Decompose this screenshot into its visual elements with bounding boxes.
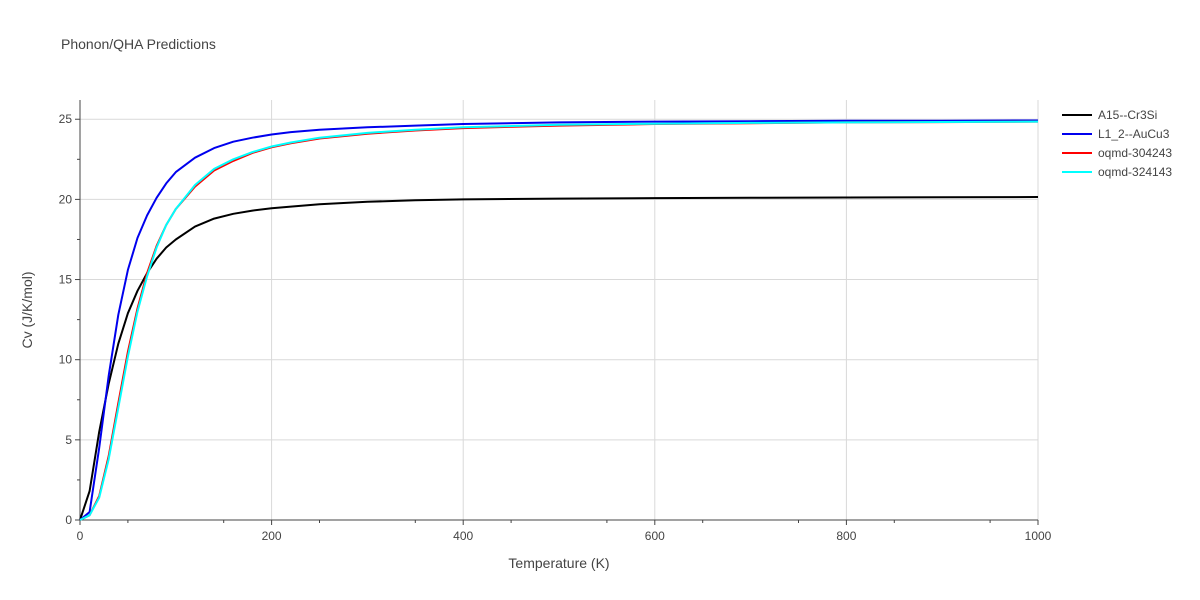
y-tick-label: 10 — [59, 353, 73, 367]
series-lines — [79, 119, 1039, 521]
y-tick-label: 25 — [59, 112, 73, 126]
series-line-oqmd-324143 — [79, 120, 1039, 521]
series-line-oqmd-304243 — [79, 120, 1039, 521]
chart-title: Phonon/QHA Predictions — [61, 36, 216, 52]
y-axis-title: Cv (J/K/mol) — [19, 272, 35, 349]
legend-item[interactable]: oqmd-324143 — [1062, 165, 1172, 179]
axes — [75, 100, 1039, 525]
legend-label: oqmd-324143 — [1098, 165, 1172, 179]
y-tick-label: 20 — [59, 192, 73, 206]
y-tick-label: 0 — [65, 513, 72, 527]
x-tick-label: 1000 — [1025, 529, 1052, 543]
tick-labels: 0 200 400 600 800 1000 0 5 10 15 20 25 — [59, 112, 1052, 543]
legend[interactable]: A15--Cr3Si L1_2--AuCu3 oqmd-304243 oqmd-324… — [1062, 108, 1172, 179]
x-axis-title: Temperature (K) — [508, 555, 609, 571]
y-tick-label: 5 — [65, 433, 72, 447]
x-tick-label: 800 — [836, 529, 856, 543]
legend-item[interactable]: oqmd-304243 — [1062, 146, 1172, 160]
legend-item[interactable]: A15--Cr3Si — [1062, 108, 1157, 122]
legend-item[interactable]: L1_2--AuCu3 — [1062, 127, 1170, 141]
legend-label: oqmd-304243 — [1098, 146, 1172, 160]
legend-label: A15--Cr3Si — [1098, 108, 1157, 122]
y-tick-label: 15 — [59, 273, 73, 287]
series-line-l1-2-aucu3 — [79, 119, 1039, 521]
legend-label: L1_2--AuCu3 — [1098, 127, 1170, 141]
x-tick-label: 0 — [77, 529, 84, 543]
x-tick-label: 200 — [262, 529, 282, 543]
x-tick-label: 600 — [645, 529, 665, 543]
series-line-a15-cr3si — [79, 196, 1039, 521]
x-tick-label: 400 — [453, 529, 473, 543]
